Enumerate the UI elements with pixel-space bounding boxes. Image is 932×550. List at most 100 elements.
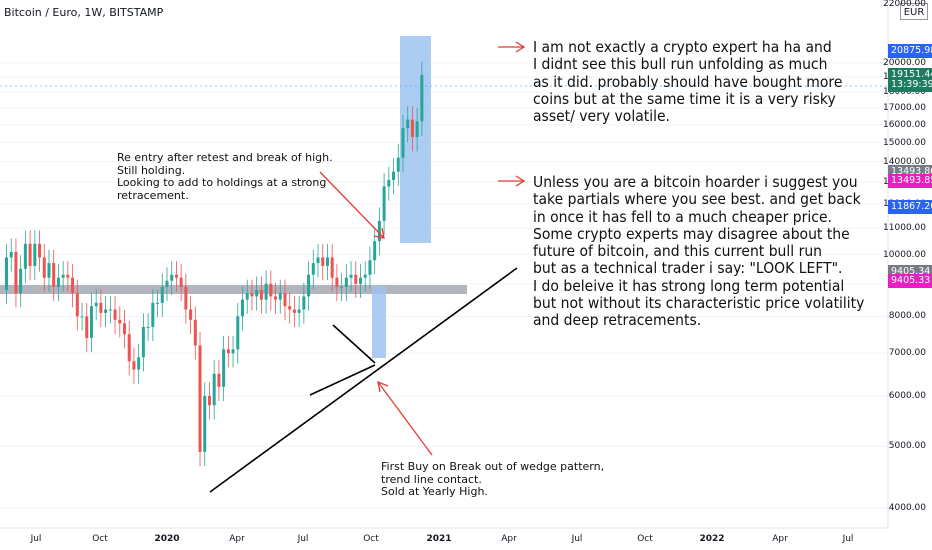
candle-body <box>108 309 112 311</box>
candle-body <box>278 293 282 300</box>
candle-body <box>420 74 424 122</box>
arrow-to-breakout <box>319 171 385 239</box>
candle-body <box>373 241 377 261</box>
candle-body <box>9 251 13 258</box>
candle-body <box>38 243 42 258</box>
candle-body <box>132 361 136 370</box>
x-tick-label: 2020 <box>154 534 180 544</box>
candle-body <box>354 274 358 284</box>
candle-body <box>396 157 400 172</box>
wedge-upper-line <box>332 324 376 364</box>
candle-body <box>316 257 320 264</box>
candle-body <box>321 257 325 266</box>
candle-body <box>359 277 362 284</box>
candle-body <box>283 293 287 307</box>
candle-body <box>231 349 235 354</box>
candle-body <box>259 289 263 300</box>
y-tick-label: 11000.00 <box>883 223 926 234</box>
y-tick-label: 14000.00 <box>883 156 926 167</box>
candle-body <box>255 289 259 297</box>
candle-body <box>410 119 414 138</box>
y-tick-partial: 22000.00 <box>883 0 926 9</box>
candle-body <box>212 373 216 406</box>
candle-body <box>33 243 37 266</box>
x-tick-label: Jul <box>571 534 583 544</box>
candle-body <box>170 274 174 281</box>
candle-body <box>75 293 79 317</box>
candle-body <box>222 349 226 387</box>
x-tick-label: Apr <box>229 534 245 544</box>
candle-body <box>344 277 348 287</box>
y-tick-label: 6000.00 <box>888 390 926 401</box>
highlight-box-top <box>400 36 431 243</box>
y-tick-label: 16000.00 <box>883 119 926 130</box>
candle-body <box>113 309 117 320</box>
candle-body <box>179 277 183 287</box>
annotation-first-buy: First Buy on Break out of wedge pattern,… <box>381 460 605 498</box>
y-tick-label: 7000.00 <box>888 348 926 359</box>
arrow-note1 <box>498 41 526 53</box>
candle-body <box>193 319 197 346</box>
candle-body <box>217 373 221 387</box>
candle-body <box>297 309 301 313</box>
y-tick-label: 5000.00 <box>888 441 926 452</box>
chart-title: Bitcoin / Euro, 1W, BITSTAMP <box>4 6 164 19</box>
candle-body <box>340 286 344 288</box>
candle-body <box>241 299 244 317</box>
support-zone <box>0 285 467 294</box>
x-tick-label: Jul <box>30 534 42 544</box>
y-tick-label: 17000.00 <box>883 102 926 113</box>
arrow-note2 <box>498 175 526 187</box>
price-badge: 11867.26 <box>888 200 932 215</box>
candle-body <box>160 286 164 303</box>
candle-body <box>302 296 306 310</box>
price-badge: 9405.33 <box>888 273 932 288</box>
currency-button[interactable]: EUR <box>900 3 928 20</box>
candle-body <box>66 274 70 278</box>
candle-body <box>377 220 381 242</box>
candle-body <box>307 274 311 297</box>
candlestick-series <box>5 61 424 467</box>
candle-body <box>99 302 103 313</box>
x-tick-label: Apr <box>772 534 788 544</box>
candle-body <box>14 251 18 294</box>
trend-line <box>209 267 518 493</box>
highlight-box-wedge <box>372 286 386 358</box>
y-tick-label: 15000.00 <box>883 137 926 148</box>
candle-body <box>269 283 273 297</box>
price-badge: 13:39:39 <box>888 78 932 93</box>
candle-body <box>23 243 27 269</box>
candle-body <box>174 274 178 278</box>
candle-body <box>19 268 23 294</box>
chart-grid <box>0 62 888 509</box>
candle-body <box>56 277 60 287</box>
candle-body <box>292 309 296 313</box>
candle-body <box>151 302 155 327</box>
wedge-lower-line <box>309 364 376 396</box>
x-tick-label: Oct <box>637 534 653 544</box>
candle-body <box>382 186 386 221</box>
candle-body <box>137 357 141 370</box>
candle-body <box>47 263 51 278</box>
x-tick-label: Jul <box>297 534 309 544</box>
candle-body <box>189 309 193 320</box>
candle-body <box>368 260 372 275</box>
x-tick-label: Jul <box>842 534 854 544</box>
candle-body <box>28 243 32 266</box>
candle-body <box>363 274 367 278</box>
candle-body <box>250 293 254 297</box>
y-tick-label: 10000.00 <box>883 249 926 260</box>
candle-body <box>325 257 329 266</box>
y-tick-label: 20000.00 <box>883 58 926 68</box>
candle-body <box>335 277 339 287</box>
candle-body <box>207 395 211 406</box>
candle-body <box>61 274 65 278</box>
annotation-note-1: I am not exactly a crypto expert ha ha a… <box>533 38 843 126</box>
candle-body <box>392 171 396 180</box>
x-tick-label: Oct <box>92 534 108 544</box>
candle-body <box>146 326 150 328</box>
candle-body <box>127 334 131 362</box>
y-tick-label: 4000.00 <box>888 503 926 513</box>
candle-body <box>104 309 108 313</box>
